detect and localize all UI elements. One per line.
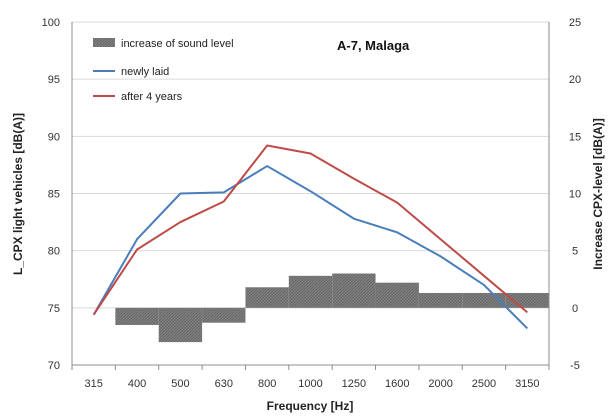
y2-tick-label: 10 (569, 189, 581, 201)
x-tick-label: 400 (128, 378, 146, 390)
bar-series (115, 273, 549, 343)
y2-axis-title: Increase CPX-level [dB(A)] (591, 118, 605, 269)
bar-increase (375, 282, 419, 308)
legend-label-increase: increase of sound level (121, 38, 234, 50)
y-tick-labels: 70 75 80 85 90 95 100 (42, 17, 60, 372)
line-series (92, 144, 529, 330)
y2-tick-labels: -5 0 5 10 15 20 25 (569, 17, 581, 372)
bar-increase (288, 275, 333, 308)
y-tick-label: 75 (48, 303, 60, 315)
bar-increase (418, 292, 463, 308)
y2-tick-label: 0 (572, 303, 578, 315)
bar-increase (115, 307, 159, 325)
line-after-4-years (92, 144, 528, 316)
y2-tick-label: 5 (572, 246, 578, 258)
x-tick-labels: 315 400 500 630 800 1000 1250 1600 2000 2500 3150 (85, 378, 540, 390)
y-tick-label: 85 (48, 189, 60, 201)
legend-label-after-4-years: after 4 years (121, 91, 183, 103)
y-tick-label: 80 (48, 246, 60, 258)
y-tick-label: 90 (48, 131, 60, 143)
bar-increase (202, 307, 246, 323)
x-tick-label: 315 (85, 378, 103, 390)
y2-tick-label: 15 (569, 131, 581, 143)
bar-increase (332, 273, 376, 308)
bar-increase (245, 287, 289, 308)
x-tick-label: 2000 (428, 378, 452, 390)
x-tick-label: 3150 (515, 378, 539, 390)
y2-tick-label: 25 (569, 17, 581, 29)
y2-tick-label: 20 (569, 74, 581, 86)
x-tick-label: 2500 (472, 378, 496, 390)
bar-increase (158, 307, 203, 343)
x-tick-label: 630 (215, 378, 233, 390)
y2-tick-label: -5 (570, 360, 580, 372)
chart-annotation: A-7, Malaga (337, 38, 410, 53)
x-tick-label: 1600 (385, 378, 409, 390)
x-tick-label: 800 (258, 378, 276, 390)
y-tick-label: 100 (42, 17, 60, 29)
legend: increase of sound level newly laid after… (93, 38, 234, 103)
legend-label-newly-laid: newly laid (121, 66, 169, 78)
x-tick-label: 1250 (342, 378, 366, 390)
line-newly-laid (92, 165, 529, 330)
y-axis-title: L_CPX light vehicles [dB(A)] (11, 113, 25, 275)
x-tick-label: 1000 (298, 378, 322, 390)
x-axis-title: Frequency [Hz] (267, 399, 354, 413)
y-tick-label: 70 (48, 360, 60, 372)
y-tick-label: 95 (48, 74, 60, 86)
legend-swatch-increase (93, 38, 115, 47)
x-tick-label: 500 (171, 378, 189, 390)
axes (71, 22, 550, 370)
